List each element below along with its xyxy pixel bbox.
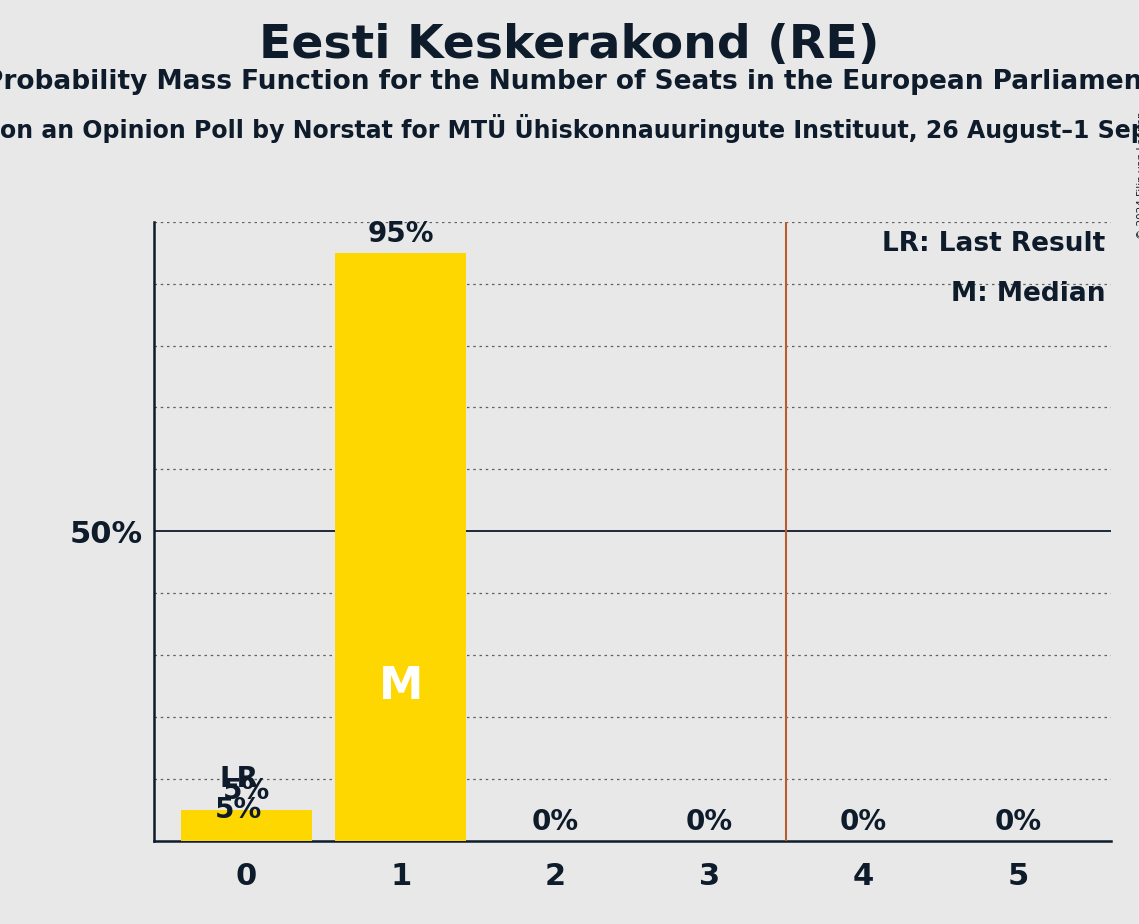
- Bar: [335, 253, 466, 841]
- Text: M: M: [378, 664, 423, 708]
- Text: 0%: 0%: [686, 808, 732, 836]
- Text: 0%: 0%: [532, 808, 579, 836]
- Bar: [181, 809, 312, 841]
- Text: 5%: 5%: [223, 777, 270, 805]
- Text: 0%: 0%: [841, 808, 887, 836]
- Text: Eesti Keskerakond (RE): Eesti Keskerakond (RE): [260, 23, 879, 68]
- Text: LR: LR: [219, 765, 259, 793]
- Text: M: Median: M: Median: [951, 281, 1106, 307]
- Text: on an Opinion Poll by Norstat for MTÜ Ühiskonnauuringute Instituut, 26 August–1 : on an Opinion Poll by Norstat for MTÜ Üh…: [0, 114, 1139, 142]
- Text: © 2024 Filip van Laenen: © 2024 Filip van Laenen: [1137, 111, 1139, 238]
- Text: 0%: 0%: [994, 808, 1041, 836]
- Text: LR: Last Result: LR: Last Result: [883, 231, 1106, 257]
- Text: 95%: 95%: [368, 220, 434, 248]
- Text: 5%: 5%: [215, 796, 262, 824]
- Text: Probability Mass Function for the Number of Seats in the European Parliament: Probability Mass Function for the Number…: [0, 69, 1139, 95]
